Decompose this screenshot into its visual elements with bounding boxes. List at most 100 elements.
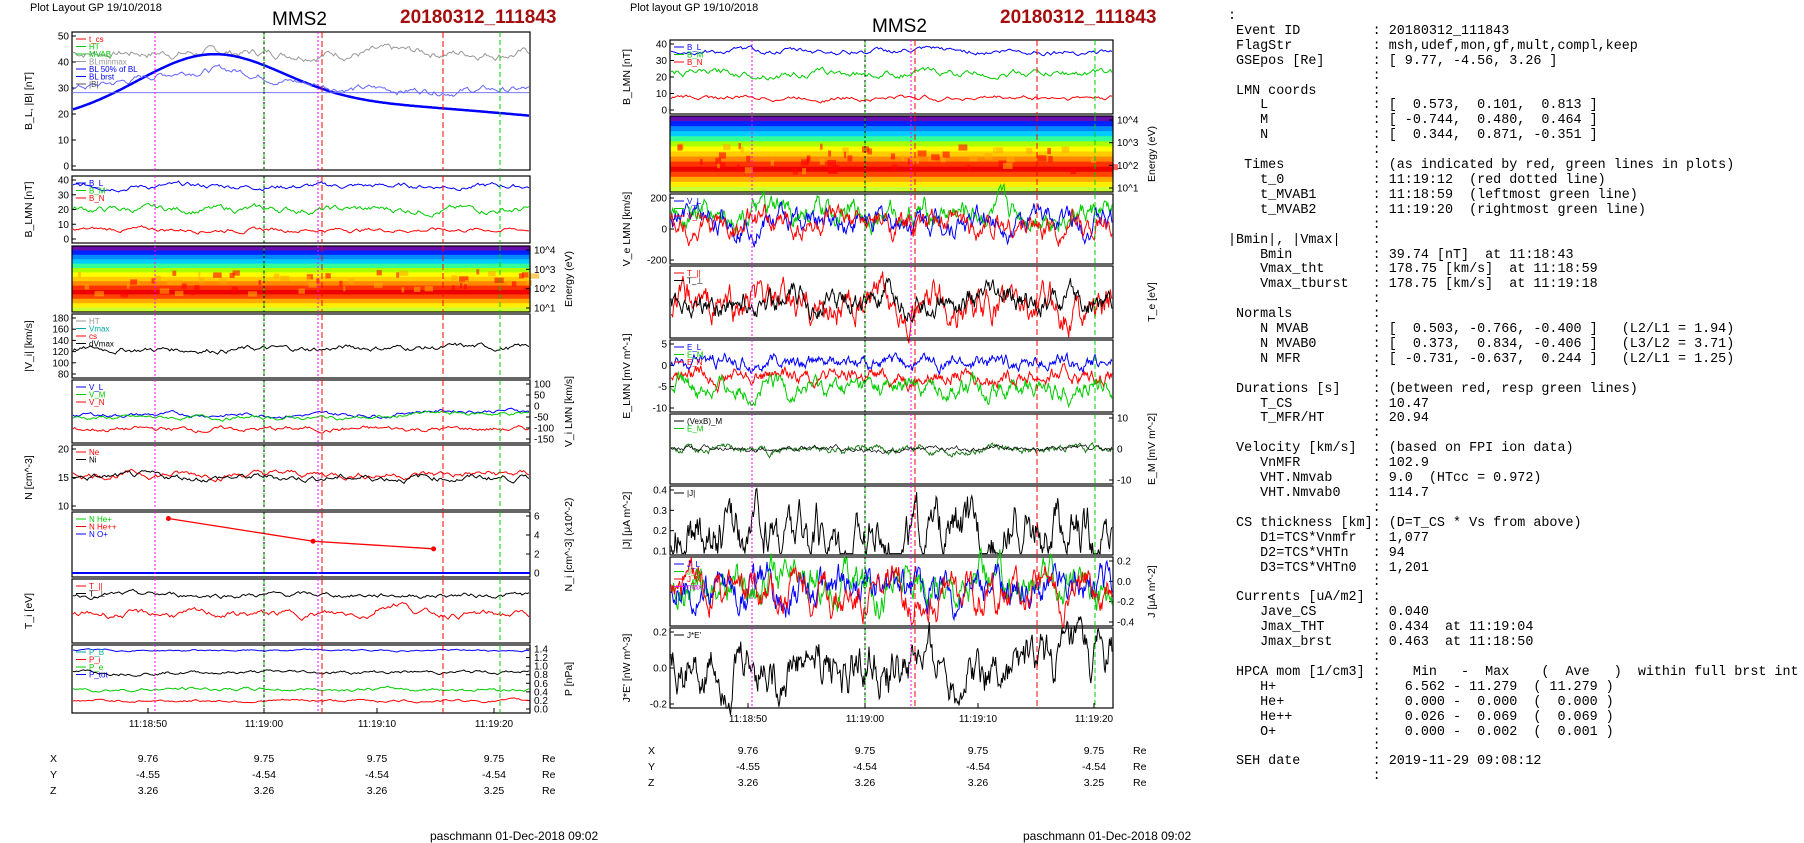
spectrogram-speckle — [373, 282, 383, 288]
legend-entry: |B| — [89, 80, 99, 89]
spectrogram-speckle — [770, 159, 774, 166]
spectrogram-speckle — [1091, 156, 1096, 163]
spectrogram-speckle — [376, 270, 382, 276]
y-tick-label: 10^2 — [1117, 161, 1139, 172]
spectrogram-speckle — [306, 275, 311, 282]
y-tick-label: 0.8 — [534, 670, 548, 681]
legend-entry: V_M — [687, 205, 704, 214]
panel-frame — [71, 379, 531, 444]
spectrogram-speckle — [1047, 148, 1051, 155]
panel-5: 5 0 -5 -10 E_LMN [mV m^-1] E_LE_ME_N — [621, 333, 1114, 419]
y-tick-label: 100 — [534, 380, 551, 391]
info-line: He++ : 0.026 - 0.069 ( 0.069 ) — [1260, 709, 1614, 725]
spectrogram-speckle — [718, 152, 726, 159]
legend-entry: Ni — [89, 456, 97, 465]
spectrogram-speckle — [399, 270, 409, 276]
ephemeris-unit: Re — [542, 753, 556, 765]
series-line — [670, 370, 1113, 409]
spectrogram-speckle — [677, 144, 683, 151]
ephemeris-unit: Re — [1133, 745, 1147, 757]
spectrogram-band — [670, 131, 1113, 137]
info-line: : — [1372, 143, 1381, 159]
info-line: N MVAB : [ 0.503, -0.766, -0.400 ] (L2/L… — [1260, 322, 1735, 338]
y-axis-label: Energy (eV) — [1146, 126, 1158, 182]
spectrogram-speckle — [413, 286, 421, 292]
spectrogram-speckle — [995, 147, 1003, 154]
x-tick-label: 11:19:00 — [245, 719, 284, 730]
y-tick-label: 40 — [58, 58, 70, 69]
y-tick-label: 10 — [58, 220, 70, 231]
figure-title-right: MMS2 — [872, 16, 927, 37]
y-tick-label: 0.0 — [653, 664, 667, 675]
spectrogram-band — [670, 146, 1113, 153]
series-line — [72, 588, 530, 601]
spectrogram-speckle — [901, 155, 905, 162]
legend-entry: N He++ — [89, 523, 117, 532]
y-tick-label: -5 — [658, 382, 667, 393]
spectrogram-speckle — [847, 155, 853, 162]
y-tick-label: 10^3 — [1117, 138, 1139, 149]
spectrogram-speckle — [198, 277, 205, 284]
spectrogram-speckle — [126, 283, 130, 289]
spectrogram-speckle — [464, 283, 468, 290]
spectrogram-speckle — [740, 146, 744, 153]
spectrogram-speckle — [219, 278, 228, 284]
info-line: FlagStr : msh,udef,mon,gf,mult,compl,kee… — [1236, 38, 1638, 54]
spectrogram-band — [72, 276, 530, 282]
spectrogram-speckle — [308, 282, 317, 288]
ephemeris-value: -4.54 — [482, 769, 506, 781]
series-line — [670, 616, 1113, 716]
ephemeris-value: 9.76 — [138, 753, 159, 765]
panel-frame — [71, 444, 531, 511]
spectrogram-speckle — [396, 272, 400, 278]
info-line: Jave_CS : 0.040 — [1260, 605, 1429, 621]
y-tick-label: -100 — [534, 424, 554, 435]
info-line: N : [ 0.344, 0.871, -0.351 ] — [1260, 128, 1598, 144]
spectrogram-speckle — [521, 272, 529, 278]
spectrogram-speckle — [969, 155, 978, 162]
ephemeris-label: X — [648, 745, 655, 757]
y-tick-label: 20 — [58, 205, 70, 216]
y-tick-label: 50 — [534, 391, 546, 402]
ephemeris-value: 3.26 — [138, 785, 159, 797]
series-line — [72, 180, 530, 193]
spectrogram-speckle — [723, 144, 731, 151]
y-tick-label: 20 — [58, 110, 70, 121]
ephemeris-unit: Re — [1133, 777, 1147, 789]
spectrogram-speckle — [84, 284, 90, 290]
y-tick-label: 0.3 — [653, 506, 667, 517]
panel-frame — [71, 245, 531, 313]
x-tick-label: 11:19:00 — [846, 714, 885, 725]
legend-entry: B_L — [89, 179, 104, 188]
info-line: He+ : 0.000 - 0.000 ( 0.000 ) — [1260, 694, 1614, 710]
spectrogram-speckle — [842, 147, 849, 154]
ephemeris-value: 3.25 — [484, 785, 505, 797]
y-tick-label: 120 — [52, 347, 69, 358]
spectrogram-speckle — [348, 278, 355, 284]
legend-entry: J*E' — [687, 631, 701, 640]
ephemeris-label: Y — [648, 761, 655, 773]
panel-7: 6 4 2 0 N_i [cm^-3] (x10^-2) N He+N He++N O+ — [71, 498, 575, 591]
spectrogram-speckle — [912, 158, 916, 165]
info-line: Jmax_THT : 0.434 at 11:19:04 — [1260, 620, 1534, 636]
spectrogram-speckle — [1048, 155, 1053, 163]
y-tick-label: 0 — [534, 569, 540, 580]
spectrogram-speckle — [298, 288, 305, 294]
y-axis-label: Energy (eV) — [563, 251, 575, 307]
spectrogram-speckle — [339, 280, 343, 287]
x-tick-label: 11:19:10 — [959, 714, 998, 725]
panel-frame — [669, 556, 1114, 627]
panel-frame — [71, 644, 531, 714]
legend-entry: J_N — [687, 575, 701, 584]
legend-entry: E_L — [687, 343, 702, 352]
y-tick-label: 0.2 — [1117, 557, 1131, 568]
y-tick-label: -10 — [1117, 476, 1132, 487]
spectrogram-speckle — [181, 283, 187, 289]
info-line: : — [1372, 500, 1381, 516]
spectrogram-speckle — [892, 164, 898, 171]
spectrogram-band — [72, 294, 530, 300]
y-tick-label: 0.2 — [653, 628, 667, 639]
legend-entry: HT — [89, 317, 100, 326]
